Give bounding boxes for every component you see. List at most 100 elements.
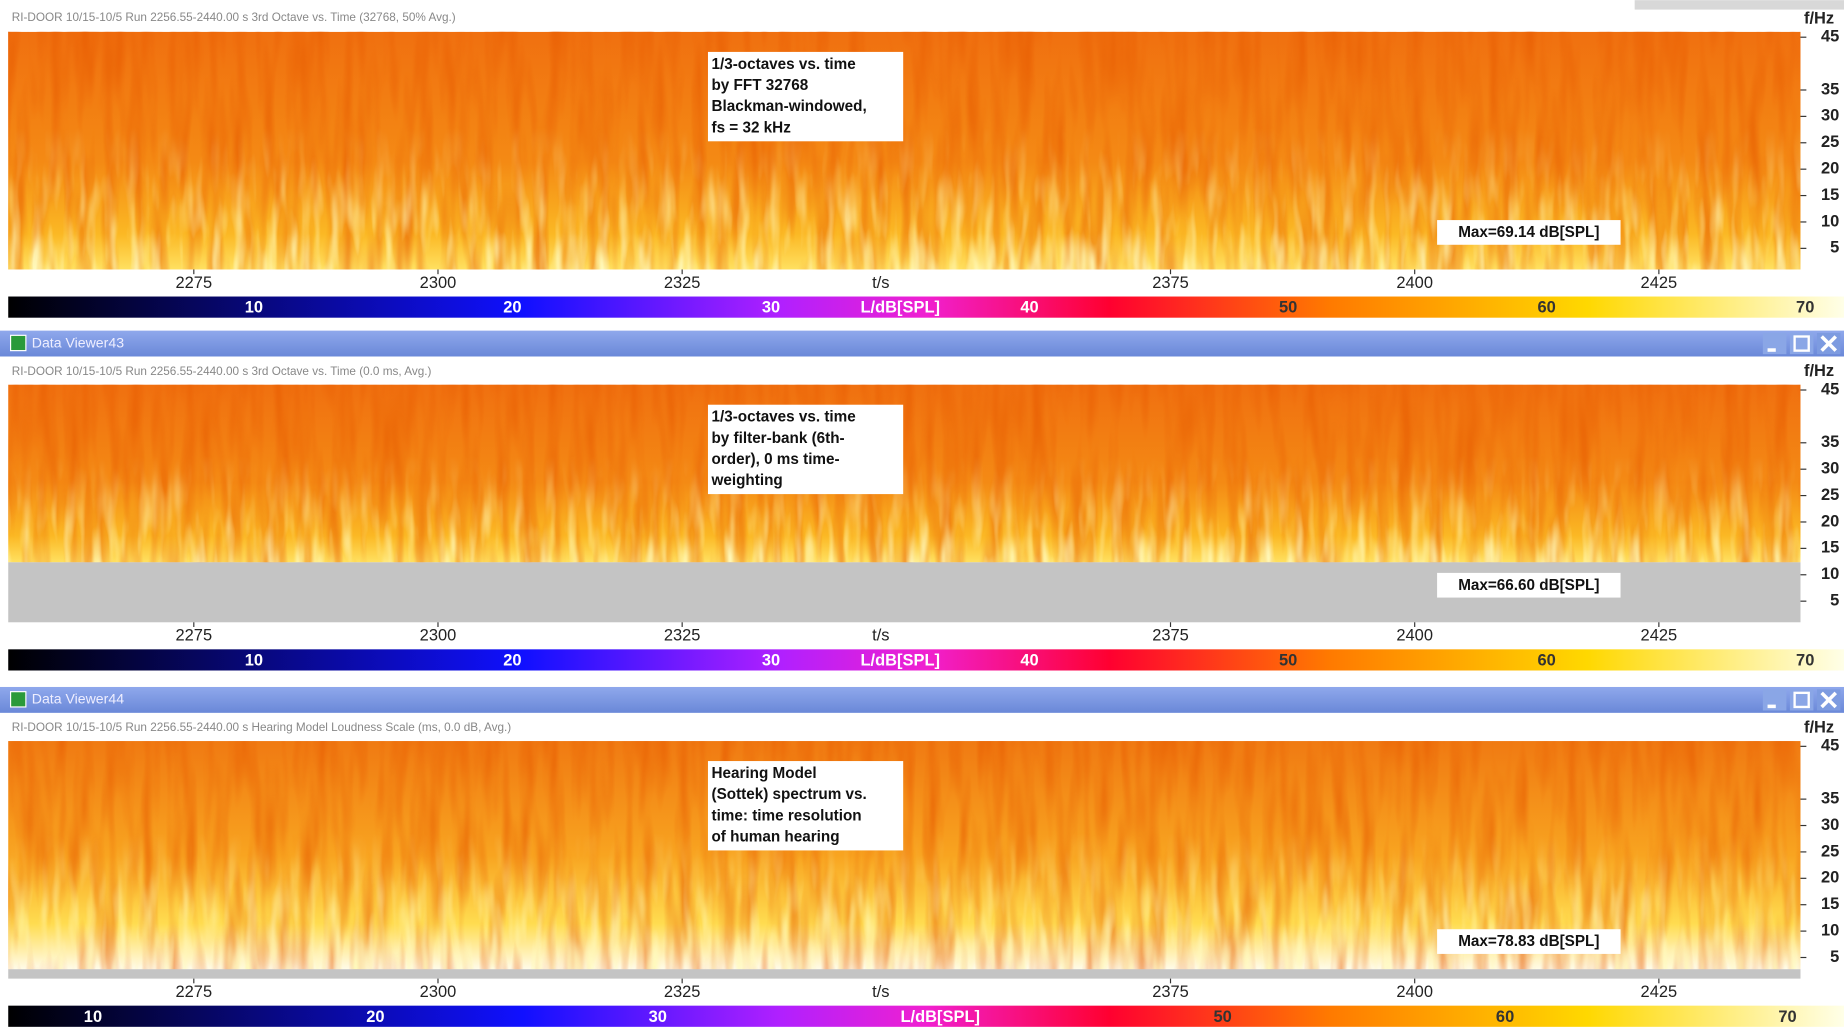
annotation-box <box>707 761 904 851</box>
x-tick-label: 2275 <box>176 274 213 292</box>
y-tick-label: 15 <box>1821 895 1839 913</box>
colorbar-tick-label: 40 <box>1020 651 1038 669</box>
annotation-line: Blackman-windowed, <box>711 98 866 115</box>
y-tick-label: 20 <box>1821 160 1839 178</box>
x-tick-label: 2300 <box>420 627 457 645</box>
x-tick-label: 2275 <box>176 627 213 645</box>
window-icon <box>9 691 27 708</box>
colorbar-tick-label: 30 <box>649 1008 667 1026</box>
y-tick-label: 45 <box>1821 737 1839 755</box>
glyph <box>1793 335 1810 352</box>
max-label: Max=66.60 dB[SPL] <box>1458 577 1599 594</box>
y-tick-label: 30 <box>1821 816 1839 834</box>
annotation-line: fs = 32 kHz <box>711 119 791 136</box>
y-tick-label: 45 <box>1821 28 1839 46</box>
colorbar-tick-label: 20 <box>503 651 521 669</box>
max-label: Max=78.83 dB[SPL] <box>1458 933 1599 950</box>
annotation-line: (Sottek) spectrum vs. <box>711 786 866 803</box>
x-tick-label: 2325 <box>664 274 701 292</box>
max-label-box <box>1437 929 1621 954</box>
x-axis-label: t/s <box>872 627 889 645</box>
close-button[interactable] <box>1816 689 1841 711</box>
colorbar-label: L/dB[SPL] <box>861 651 941 669</box>
colorbar-tick-label: 50 <box>1214 1008 1232 1026</box>
colorbar-tick-label: 10 <box>245 651 263 669</box>
y-tick-label: 10 <box>1821 212 1839 230</box>
x-tick-label: 2300 <box>420 274 457 292</box>
glyph <box>1820 335 1838 352</box>
maximize-button[interactable] <box>1789 689 1814 711</box>
annotation-box <box>707 51 904 142</box>
annotation-line: by FFT 32768 <box>711 77 808 94</box>
x-tick-label: 2325 <box>664 983 701 1001</box>
colorbar-tick-label: 10 <box>84 1008 102 1026</box>
glyph <box>1793 691 1810 709</box>
spectrogram-highlights <box>8 384 1801 563</box>
y-axis-label: f/Hz <box>1804 9 1834 27</box>
annotation-box <box>707 404 904 495</box>
x-tick-label: 2375 <box>1152 627 1189 645</box>
x-tick-label: 2325 <box>664 627 701 645</box>
y-tick-label: 35 <box>1821 433 1839 451</box>
y-tick-label: 5 <box>1830 239 1839 257</box>
x-tick-label: 2375 <box>1152 983 1189 1001</box>
colorbar-tick-label: 70 <box>1796 299 1814 317</box>
y-tick-label: 20 <box>1821 512 1839 530</box>
x-axis-label: t/s <box>872 274 889 292</box>
colorbar-tick-label: 40 <box>1020 299 1038 317</box>
glyph <box>1820 691 1838 709</box>
x-tick-label: 2425 <box>1641 627 1678 645</box>
colorbar-label: L/dB[SPL] <box>861 299 941 317</box>
y-tick-label: 30 <box>1821 107 1839 125</box>
colorbar-tick-label: 50 <box>1279 299 1297 317</box>
annotation-line: 1/3-octaves vs. time <box>711 56 855 73</box>
annotation-line: weighting <box>710 472 782 489</box>
y-tick-label: 5 <box>1830 948 1839 966</box>
close-button[interactable] <box>1816 332 1841 355</box>
glyph <box>1767 348 1776 352</box>
colorbar-tick-label: 20 <box>503 299 521 317</box>
window-title-bar <box>0 686 1844 713</box>
colorbar-tick-label: 70 <box>1778 1008 1796 1026</box>
x-tick-label: 2400 <box>1396 627 1433 645</box>
x-tick-label: 2300 <box>420 983 457 1001</box>
y-tick-label: 35 <box>1821 789 1839 807</box>
colorbar-tick-label: 70 <box>1796 651 1814 669</box>
minimize-button[interactable] <box>1762 332 1787 355</box>
x-tick-label: 2375 <box>1152 274 1189 292</box>
y-tick-label: 25 <box>1821 133 1839 151</box>
annotation-line: 1/3-octaves vs. time <box>711 409 855 426</box>
colorbar-tick-label: 50 <box>1279 651 1297 669</box>
glyph <box>1767 704 1776 709</box>
colorbar-tick-label: 30 <box>762 651 780 669</box>
maximize-button[interactable] <box>1789 332 1814 355</box>
panel-header: RI-DOOR 10/15-10/5 Run 2256.55-2440.00 s… <box>12 11 456 24</box>
y-tick-label: 15 <box>1821 539 1839 557</box>
scroll-strip <box>1634 0 1844 10</box>
colorbar <box>8 1005 1844 1027</box>
annotation-line: of human hearing <box>711 829 839 846</box>
x-tick-label: 2400 <box>1396 983 1433 1001</box>
max-label: Max=69.14 dB[SPL] <box>1458 224 1599 241</box>
x-tick-label: 2425 <box>1641 983 1678 1001</box>
no-data-region <box>8 969 1801 979</box>
annotation-line: time: time resolution <box>711 807 861 824</box>
window-icon <box>9 334 27 352</box>
colorbar-label: L/dB[SPL] <box>900 1008 980 1026</box>
y-tick-label: 25 <box>1821 842 1839 860</box>
x-tick-label: 2425 <box>1641 274 1678 292</box>
annotation-line: Hearing Model <box>711 765 816 782</box>
y-tick-label: 5 <box>1830 592 1839 610</box>
window-title: Data Viewer44 <box>32 691 124 707</box>
y-tick-label: 15 <box>1821 186 1839 204</box>
max-label-box <box>1437 572 1621 598</box>
y-axis-label: f/Hz <box>1804 718 1834 736</box>
window-title-bar <box>0 330 1844 357</box>
max-label-box <box>1437 220 1621 245</box>
y-tick-label: 20 <box>1821 869 1839 887</box>
y-tick-label: 10 <box>1821 565 1839 583</box>
minimize-button[interactable] <box>1762 689 1787 711</box>
y-tick-label: 45 <box>1821 380 1839 398</box>
annotation-line: order), 0 ms time- <box>711 451 839 468</box>
